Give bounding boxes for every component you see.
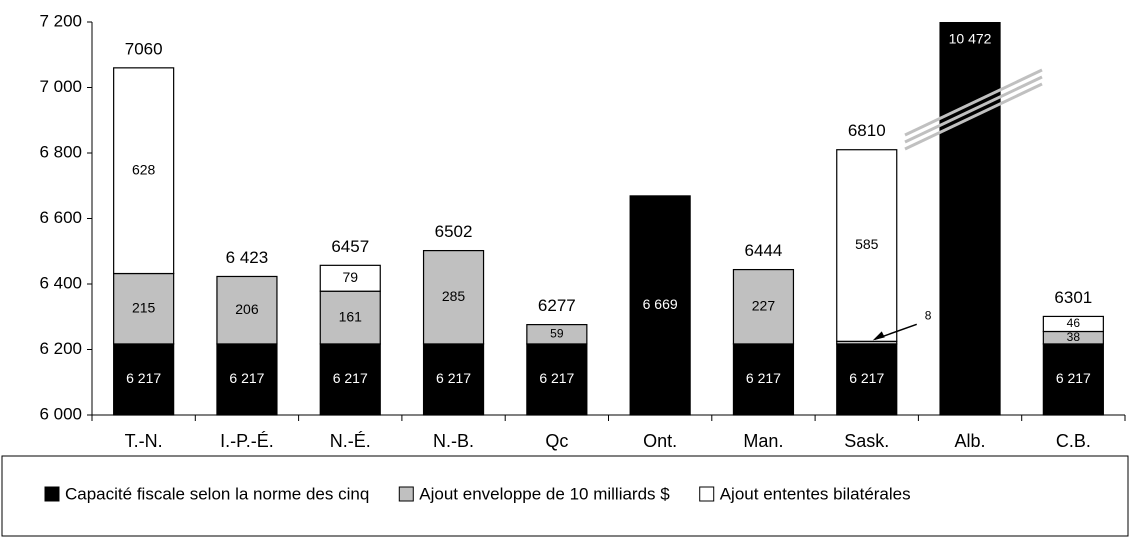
x-tick-label: C.B.: [1056, 431, 1091, 451]
data-label: 6 217: [333, 370, 368, 386]
data-label: 38: [1067, 330, 1081, 344]
data-label: 6 669: [643, 296, 678, 312]
x-tick-label: Alb.: [955, 431, 986, 451]
bar-segment: [216, 343, 278, 416]
data-label: 285: [442, 288, 466, 304]
x-tick-label: Qc: [545, 431, 568, 451]
bar-segment: [836, 149, 898, 342]
bar-segment: [526, 324, 588, 345]
data-label: 206: [235, 301, 259, 317]
arrow-head: [872, 331, 885, 341]
y-tick-label: 6 400: [39, 273, 82, 292]
data-label: 8: [925, 308, 932, 322]
x-tick-label: T.-N.: [125, 431, 163, 451]
y-tick-label: 6 800: [39, 142, 82, 161]
x-tick-label: N.-É.: [330, 431, 371, 451]
data-label: 585: [855, 236, 879, 252]
bar-segment: [319, 343, 381, 416]
data-label: 6 217: [229, 370, 264, 386]
axis-break: [904, 68, 1043, 137]
y-tick-label: 6 200: [39, 339, 82, 358]
axis-break: [904, 82, 1043, 151]
legend-label: Capacité fiscale selon la norme des cinq: [65, 484, 369, 503]
bar-segment: [216, 275, 278, 345]
x-tick-label: Ont.: [643, 431, 677, 451]
legend-label: Ajout ententes bilatérales: [720, 484, 911, 503]
bar-segment: [1042, 315, 1104, 333]
bar-segment: [1042, 343, 1104, 416]
data-label: 6 217: [1056, 370, 1091, 386]
total-label: 6457: [331, 237, 369, 256]
data-label: 6 217: [746, 370, 781, 386]
bar-segment: [836, 343, 898, 416]
total-label: 6277: [538, 296, 576, 315]
y-tick-label: 7 000: [39, 77, 82, 96]
y-tick-label: 6 600: [39, 208, 82, 227]
legend-swatch: [44, 486, 60, 502]
total-label: 7060: [125, 39, 163, 58]
data-label: 79: [342, 269, 358, 285]
data-label: 6 217: [539, 370, 574, 386]
x-tick-label: I.-P.-É.: [220, 431, 274, 451]
bar-segment: [629, 195, 691, 416]
total-label: 6810: [848, 121, 886, 140]
x-tick-label: Man.: [743, 431, 783, 451]
bar-segment: [422, 249, 485, 345]
data-label: 6 217: [126, 370, 161, 386]
y-tick-label: 6 000: [39, 404, 82, 423]
legend-swatch: [398, 486, 414, 502]
axis-break: [904, 75, 1043, 144]
data-label: 59: [550, 326, 564, 340]
total-label: 6444: [745, 241, 783, 260]
data-label: 161: [339, 308, 363, 324]
bar-segment: [939, 22, 1001, 416]
y-tick-label: 7 200: [39, 11, 82, 30]
total-label: 6 423: [226, 248, 269, 267]
plot-area: [113, 22, 1104, 416]
bar-segment: [113, 272, 175, 345]
data-label: 10 472: [949, 31, 992, 47]
bar-segment: [732, 268, 795, 345]
legend-box: [1, 455, 1129, 537]
total-label: 6502: [435, 222, 473, 241]
x-tick-label: N.-B.: [433, 431, 474, 451]
x-tick-label: Sask.: [844, 431, 889, 451]
legend-swatch: [699, 486, 715, 502]
data-label: 6 217: [436, 370, 471, 386]
legend-label: Ajout enveloppe de 10 milliards $: [419, 484, 670, 503]
data-label: 227: [752, 297, 776, 313]
total-label: 6301: [1054, 288, 1092, 307]
bar-segment: [422, 343, 485, 416]
bar-segment: [113, 67, 175, 275]
bar-segment: [526, 343, 588, 416]
data-label: 6 217: [849, 370, 884, 386]
data-label: 46: [1067, 316, 1081, 330]
bar-segment: [319, 290, 381, 345]
bar-segment: [319, 264, 381, 292]
data-label: 628: [132, 161, 156, 177]
data-label: 215: [132, 299, 156, 315]
